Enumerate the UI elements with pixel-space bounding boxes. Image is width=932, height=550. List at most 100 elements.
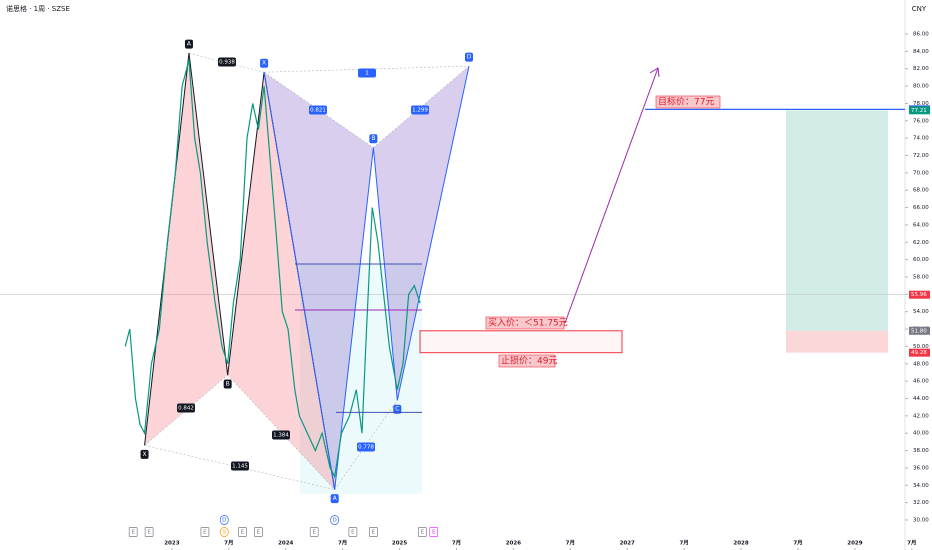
event-label: E <box>241 530 245 536</box>
x-tick-label: 7月 <box>566 539 575 547</box>
y-tick-label: 72.00 <box>913 153 929 159</box>
y-tick-label: 78.00 <box>913 101 929 107</box>
y-tick-label: 68.00 <box>913 188 929 194</box>
event-label: E <box>257 530 261 536</box>
event-marker <box>254 527 263 537</box>
annotation: 止损价：49元 <box>501 355 557 367</box>
point-label: D <box>467 54 472 61</box>
price-line <box>124 59 421 479</box>
point-label: C <box>395 406 399 413</box>
y-tick-label: 36.00 <box>913 465 929 471</box>
point-label: X <box>262 60 266 67</box>
y-tick-label: 70.00 <box>913 170 929 176</box>
ratio-label: 1.145 <box>232 464 248 470</box>
price-tag <box>909 290 930 299</box>
y-tick-label: 84.00 <box>913 49 929 55</box>
pattern-dash <box>188 52 265 73</box>
x-tick-label: 7月 <box>907 539 916 547</box>
y-tick-label: 30.00 <box>913 517 929 523</box>
event-marker <box>144 527 154 537</box>
point-badge <box>369 134 378 144</box>
x-tick-label: 2029 <box>847 541 862 547</box>
ratio-badge <box>357 442 375 452</box>
annotation: 目标价：77元 <box>658 96 714 108</box>
ratio-badge <box>218 57 236 67</box>
y-tick-label: 50.00 <box>913 344 929 350</box>
event-label: E <box>432 530 436 536</box>
y-tick-label: 34.00 <box>913 483 929 489</box>
y-tick-label: 74.00 <box>913 136 929 142</box>
price-tag <box>909 326 930 335</box>
y-tick-label: 76.00 <box>913 118 929 124</box>
profit-zone <box>786 110 888 331</box>
y-tick-label: 66.00 <box>913 205 929 211</box>
event-marker <box>309 527 319 537</box>
point-label: A <box>333 495 338 502</box>
ratio-label: 0.842 <box>178 406 194 412</box>
event-marker <box>200 527 210 537</box>
ratio-label: 1 <box>365 71 369 77</box>
pattern-fill <box>144 53 228 446</box>
pattern-dash <box>373 65 470 148</box>
x-tick-label: 7月 <box>793 539 802 547</box>
ratio-label: 0.938 <box>219 60 235 66</box>
ratio-badge <box>358 68 376 78</box>
annotation-box <box>498 354 556 368</box>
point-badge <box>260 58 269 68</box>
price-tag <box>909 106 930 115</box>
y-tick-label: 62.00 <box>913 240 929 246</box>
y-tick-label: 54.00 <box>913 309 929 315</box>
price-tag-label: 49.28 <box>911 350 927 356</box>
price-tag-label: 51.80 <box>911 328 927 334</box>
point-label: B <box>226 381 230 388</box>
event-marker <box>429 527 439 537</box>
event-label: D <box>333 518 337 524</box>
pattern-fill <box>373 66 470 401</box>
price-tag-label: 55.96 <box>911 292 927 298</box>
annotation: 买入价：＜51.75元 <box>488 318 568 329</box>
point-badge <box>330 494 339 504</box>
event-label: S <box>223 530 227 536</box>
projection-arrow <box>564 67 659 324</box>
pattern-line <box>263 66 470 490</box>
y-tick-label: 82.00 <box>913 66 929 72</box>
symbol: 诺思格 · 1周 · SZSE <box>6 4 70 13</box>
point-label: A <box>187 41 192 48</box>
x-tick-label: 2023 <box>164 541 179 547</box>
x-tick-label: 7月 <box>338 539 347 547</box>
x-tick-label: 2025 <box>392 541 407 547</box>
annotation-box <box>655 95 721 109</box>
pattern-fill <box>227 72 335 490</box>
ratio-badge <box>272 430 290 440</box>
x-tick-label: 2026 <box>506 541 521 547</box>
event-marker <box>219 527 229 537</box>
x-tick-label: 7月 <box>452 539 461 547</box>
y-tick-label: 42.00 <box>913 413 929 419</box>
annotation-box <box>485 316 565 330</box>
point-badge <box>223 379 232 389</box>
event-label: E <box>372 530 376 536</box>
event-label: E <box>312 530 316 536</box>
event-label: E <box>203 530 207 536</box>
event-label: E <box>131 530 135 536</box>
point-badge <box>184 39 193 49</box>
y-tick-label: 44.00 <box>913 396 929 402</box>
x-tick-label: 2028 <box>733 541 748 547</box>
point-badge <box>140 449 149 459</box>
x-tick-label: 2027 <box>620 541 635 547</box>
y-tick-label: 60.00 <box>913 257 929 263</box>
y-tick-label: 46.00 <box>913 379 929 385</box>
y-tick-label: 38.00 <box>913 448 929 454</box>
event-marker <box>417 527 427 537</box>
y-tick-label: 48.00 <box>913 361 929 367</box>
event-marker <box>128 527 138 537</box>
y-tick-label: 32.00 <box>913 500 929 506</box>
event-marker <box>219 515 229 525</box>
ratio-badge <box>309 105 327 115</box>
point-label: X <box>143 451 147 458</box>
ratio-badge <box>231 461 249 471</box>
currency: CNY <box>912 5 927 13</box>
point-badge <box>393 404 402 414</box>
